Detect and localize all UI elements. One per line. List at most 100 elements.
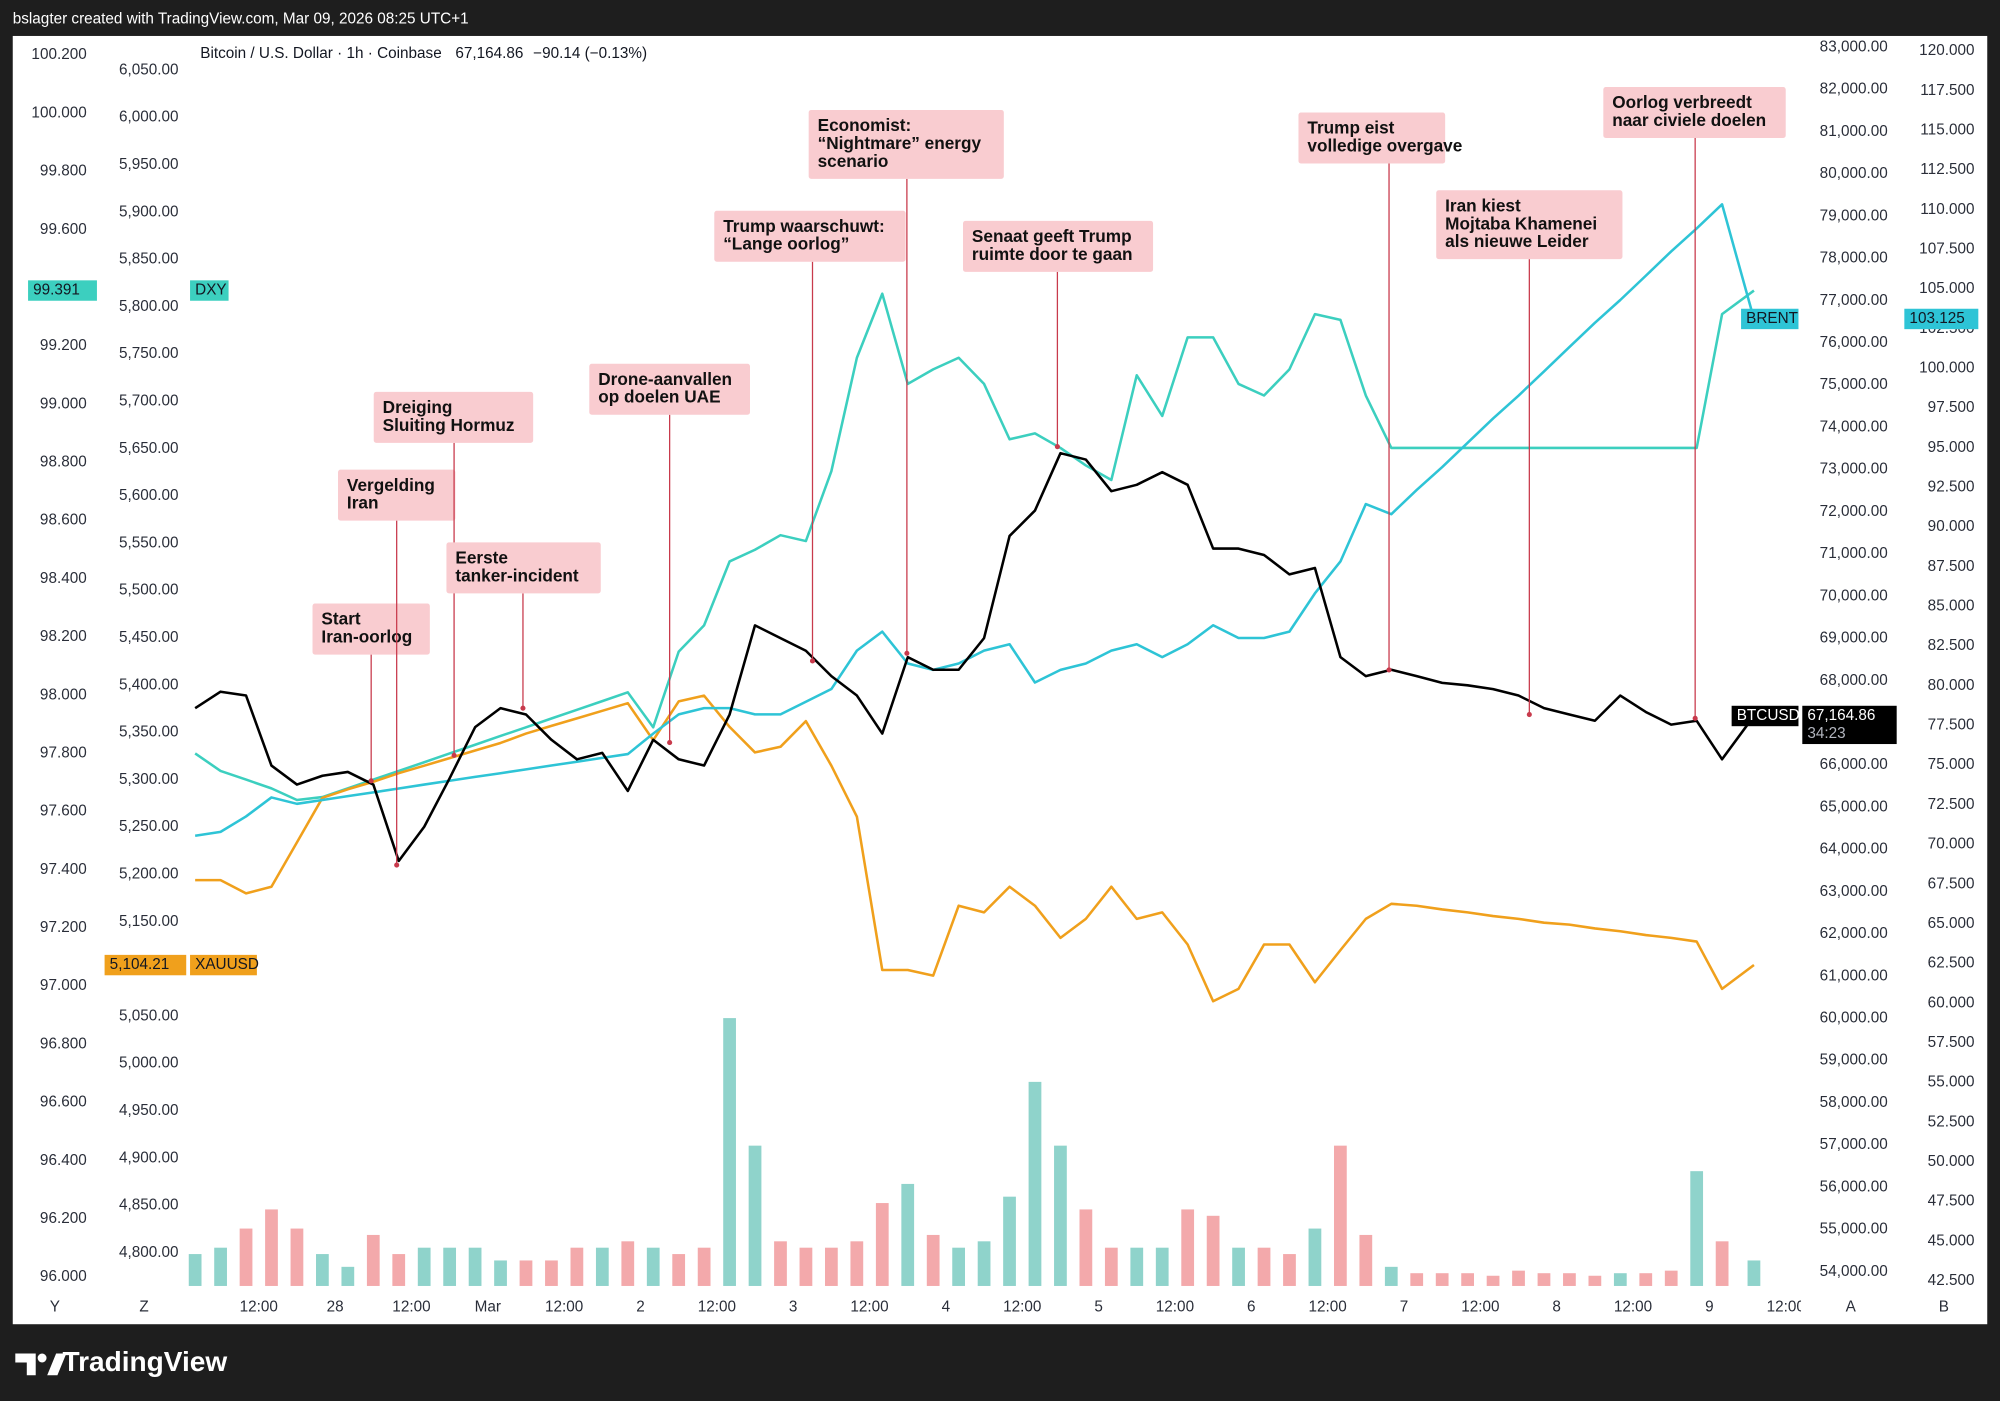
y-tick-label: 5,050.00 bbox=[119, 1007, 179, 1024]
y-tick-label: 50.000 bbox=[1928, 1153, 1975, 1170]
annotation-dot bbox=[520, 705, 526, 711]
volume-bar bbox=[825, 1247, 838, 1286]
y-tick-label: 64,000.00 bbox=[1820, 841, 1888, 858]
x-tick-label: 2 bbox=[636, 1299, 645, 1316]
volume-bar bbox=[1003, 1196, 1016, 1286]
y-tick-label: 107.500 bbox=[1919, 241, 1974, 258]
annotation-text: Trump eist bbox=[1307, 118, 1394, 138]
volume-bar bbox=[1461, 1273, 1475, 1286]
y-tick-label: 97.000 bbox=[40, 977, 87, 994]
y-tick-label: 5,200.00 bbox=[119, 866, 179, 883]
value-tag bbox=[28, 280, 97, 301]
y-tick-label: 100.000 bbox=[1919, 360, 1974, 377]
series-name-tag bbox=[1741, 308, 1799, 330]
y-tick-label: 70.000 bbox=[1928, 836, 1975, 853]
annotation-dot bbox=[394, 862, 400, 868]
volume-bar bbox=[417, 1247, 431, 1286]
annotation-box bbox=[808, 109, 1004, 179]
x-tick-label: 12:00 bbox=[1767, 1299, 1805, 1316]
series-line bbox=[194, 203, 1756, 837]
y-tick-label: 5,450.00 bbox=[119, 629, 179, 646]
y-tick-label: 54,000.00 bbox=[1820, 1263, 1888, 1280]
y-tick-label: 74,000.00 bbox=[1820, 418, 1888, 435]
x-tick-label: 12:00 bbox=[1309, 1299, 1347, 1316]
series-name-tag bbox=[190, 280, 229, 301]
volume-bar bbox=[188, 1254, 202, 1286]
annotation-box bbox=[1603, 86, 1786, 138]
y-tick-label: 110.000 bbox=[1920, 201, 1974, 218]
y-tick-label: 75,000.00 bbox=[1820, 376, 1888, 393]
volume-bar bbox=[1512, 1270, 1525, 1286]
y-tick-label: 98.000 bbox=[40, 686, 87, 703]
annotation-box bbox=[1436, 190, 1623, 260]
volume-bar bbox=[443, 1247, 457, 1286]
x-tick-label: 12:00 bbox=[1461, 1299, 1499, 1316]
annotation-text: ruimte door te gaan bbox=[972, 244, 1133, 264]
y-tick-label: 96.000 bbox=[40, 1268, 87, 1285]
annotation-text: Oorlog verbreedt bbox=[1612, 92, 1752, 112]
volume-bar bbox=[290, 1228, 304, 1286]
annotation-text: “Nightmare” energy bbox=[818, 133, 982, 153]
volume-bar bbox=[468, 1247, 482, 1286]
y-tick-label: 5,650.00 bbox=[119, 440, 179, 457]
y-tick-label: 78,000.00 bbox=[1820, 250, 1888, 267]
x-tick-label: 12:00 bbox=[1003, 1299, 1041, 1316]
x-tick-label: 6 bbox=[1247, 1299, 1256, 1316]
countdown: 34:23 bbox=[1807, 725, 1845, 742]
x-tick-label: 12:00 bbox=[850, 1299, 888, 1316]
y-tick-label: 82,000.00 bbox=[1820, 81, 1888, 98]
volume-bar bbox=[1104, 1247, 1118, 1286]
volume-bar bbox=[1588, 1275, 1602, 1286]
y-tick-label: 96.400 bbox=[40, 1152, 87, 1169]
volume-bar bbox=[621, 1241, 635, 1286]
y-tick-label: 81,000.00 bbox=[1820, 123, 1888, 140]
annotation-text: Economist: bbox=[818, 115, 912, 135]
series-name-tag bbox=[190, 954, 257, 976]
y-tick-label: 5,750.00 bbox=[119, 345, 179, 362]
y-tick-label: 5,600.00 bbox=[119, 487, 179, 504]
volume-bar bbox=[1410, 1273, 1424, 1286]
value-tag bbox=[1904, 308, 1979, 330]
y-tick-label: 52.500 bbox=[1928, 1113, 1975, 1130]
y-tick-label: 4,800.00 bbox=[119, 1244, 179, 1261]
y-tick-label: 58,000.00 bbox=[1820, 1094, 1888, 1111]
volume-bar bbox=[570, 1247, 584, 1286]
volume-bar bbox=[1639, 1273, 1653, 1286]
annotation-text: Vergelding bbox=[347, 475, 435, 495]
y-tick-label: 5,500.00 bbox=[119, 582, 179, 599]
y-tick-label: 90.000 bbox=[1928, 518, 1975, 535]
volume-bar bbox=[595, 1247, 609, 1286]
volume-bar bbox=[392, 1254, 406, 1286]
y-tick-label: 5,850.00 bbox=[119, 251, 179, 268]
y-tick-label: 6,050.00 bbox=[119, 61, 179, 78]
volume-bar bbox=[1079, 1209, 1093, 1286]
y-tick-label: 77.500 bbox=[1928, 717, 1975, 734]
scale-button: Y bbox=[50, 1299, 60, 1316]
volume-bar bbox=[774, 1241, 787, 1286]
annotation-text: Trump waarschuwt: bbox=[723, 216, 885, 236]
volume-bar bbox=[1206, 1215, 1220, 1286]
y-tick-label: 82.500 bbox=[1928, 637, 1975, 654]
x-tick-label: 3 bbox=[789, 1299, 798, 1316]
y-tick-label: 80.000 bbox=[1928, 677, 1975, 694]
y-tick-label: 65.000 bbox=[1928, 915, 1975, 932]
x-tick-label: 12:00 bbox=[392, 1299, 430, 1316]
volume-bar bbox=[1181, 1209, 1195, 1286]
volume-bar bbox=[1333, 1145, 1347, 1286]
y-tick-label: 95.000 bbox=[1928, 439, 1975, 456]
value-tag bbox=[104, 954, 187, 976]
annotation-text: Iran-oorlog bbox=[321, 627, 412, 647]
y-tick-label: 5,400.00 bbox=[119, 676, 179, 693]
x-tick-label: 12:00 bbox=[1614, 1299, 1652, 1316]
volume-bar bbox=[1155, 1247, 1169, 1286]
y-tick-label: 69,000.00 bbox=[1820, 630, 1888, 647]
annotation-text: Iran kiest bbox=[1445, 195, 1521, 215]
volume-bar bbox=[1537, 1273, 1551, 1286]
annotation-text: Start bbox=[321, 609, 360, 629]
volume-bar bbox=[1690, 1171, 1704, 1286]
x-tick-label: 8 bbox=[1552, 1299, 1561, 1316]
annotation-dot bbox=[1386, 667, 1392, 673]
annotation-dot bbox=[904, 650, 910, 656]
y-tick-label: 5,250.00 bbox=[119, 818, 179, 835]
y-tick-label: 98.200 bbox=[40, 628, 87, 645]
